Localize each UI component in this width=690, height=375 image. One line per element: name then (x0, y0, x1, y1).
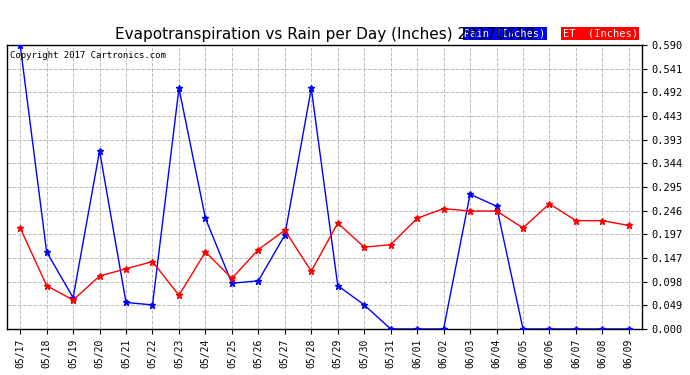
Text: ET  (Inches): ET (Inches) (562, 28, 638, 39)
Text: Rain (Inches): Rain (Inches) (464, 28, 546, 39)
Title: Evapotranspiration vs Rain per Day (Inches) 20170610: Evapotranspiration vs Rain per Day (Inch… (115, 27, 534, 42)
Text: Copyright 2017 Cartronics.com: Copyright 2017 Cartronics.com (10, 51, 166, 60)
